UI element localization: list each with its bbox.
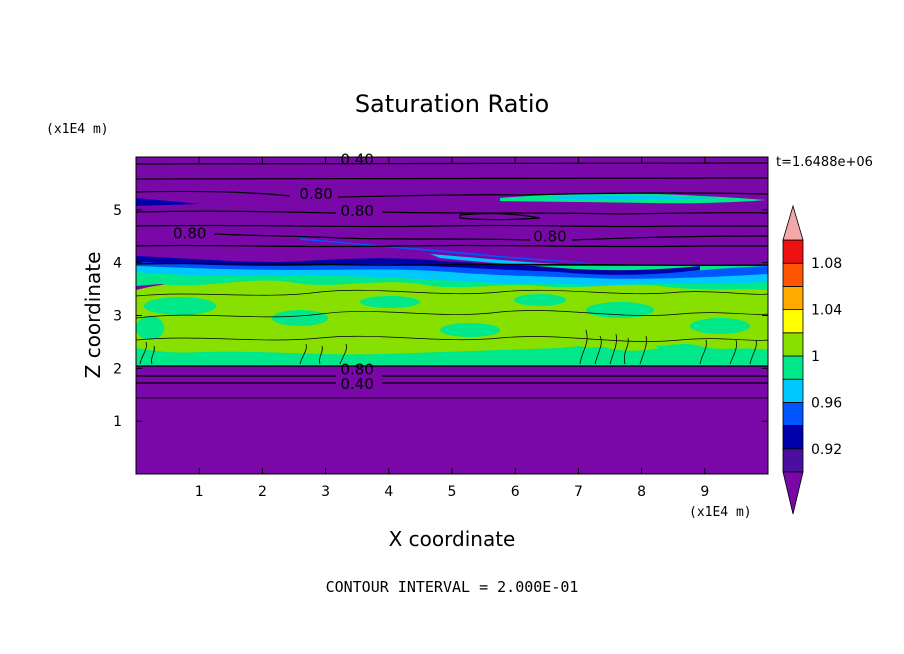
contour-lines bbox=[136, 162, 768, 399]
contour-line bbox=[136, 162, 768, 165]
contour-label: 0.80 bbox=[299, 185, 332, 203]
y-tick-label: 2 bbox=[113, 361, 122, 377]
x-tick-label: 2 bbox=[258, 484, 267, 500]
colorbar-under-arrow bbox=[782, 471, 804, 515]
colorbar-swatch bbox=[782, 355, 804, 380]
x-tick-label: 6 bbox=[511, 484, 520, 500]
contour-interval-label: CONTOUR INTERVAL = 2.000E-01 bbox=[326, 578, 579, 596]
contour-line bbox=[459, 212, 541, 221]
x-tick-label: 4 bbox=[384, 484, 393, 500]
contour-label: 0.80 bbox=[173, 225, 206, 243]
teal-patch bbox=[440, 323, 500, 337]
colorbar-swatch bbox=[782, 448, 804, 473]
colorbar-swatch bbox=[782, 378, 804, 403]
colorbar-swatch bbox=[782, 425, 804, 450]
navy-streak bbox=[136, 198, 200, 206]
band-layer-navy-top bbox=[136, 256, 700, 275]
colorbar-over-arrow bbox=[782, 204, 804, 241]
colorbar-swatch bbox=[782, 332, 804, 357]
contour-label: 0.80 bbox=[340, 202, 373, 220]
contour-line bbox=[136, 190, 768, 198]
colorbar-swatch bbox=[782, 309, 804, 334]
contour-line bbox=[136, 210, 768, 215]
time-label: t=1.6488e+06 bbox=[776, 155, 873, 170]
x-tick-label: 5 bbox=[448, 484, 457, 500]
x-tick-label: 1 bbox=[195, 484, 204, 500]
contour-label: 0.80 bbox=[340, 360, 373, 378]
x-axis-label: X coordinate bbox=[389, 527, 516, 551]
contour-line bbox=[213, 233, 768, 241]
contour-line bbox=[136, 177, 768, 180]
x-unit-label: (x1E4 m) bbox=[689, 505, 752, 520]
cyan-streak bbox=[540, 195, 720, 200]
contour-line bbox=[136, 310, 768, 319]
teal-patch bbox=[360, 296, 420, 308]
colorbar-label: 1 bbox=[811, 349, 820, 365]
y-tick-label: 1 bbox=[113, 414, 122, 430]
contour-label: 0.40 bbox=[340, 375, 373, 393]
moist-layer bbox=[136, 256, 768, 366]
turbulent-wisps bbox=[139, 329, 757, 365]
colorbar-swatch bbox=[782, 401, 804, 426]
y-tick-label: 4 bbox=[113, 256, 122, 272]
x-tick-label: 8 bbox=[637, 484, 646, 500]
contour-line bbox=[136, 224, 768, 228]
contour-label: 0.80 bbox=[533, 227, 566, 245]
y-axis-label: Z coordinate bbox=[81, 252, 105, 379]
x-tick-label: 3 bbox=[321, 484, 330, 500]
contour-labels: 0.400.800.800.80 0.800.800.40 bbox=[173, 151, 567, 394]
colorbar-label: 1.08 bbox=[811, 256, 842, 272]
chart-title: Saturation Ratio bbox=[355, 90, 549, 118]
y-axis: 1 2 3 4 5 bbox=[113, 203, 768, 430]
colorbar-swatch bbox=[782, 285, 804, 310]
colorbar-label: 0.96 bbox=[811, 395, 842, 411]
wisp bbox=[139, 341, 347, 365]
x-axis: 1 2 3 4 5 6 7 8 9 bbox=[195, 157, 709, 500]
contour-line bbox=[136, 262, 768, 266]
teal-patch bbox=[690, 318, 750, 334]
contour-line bbox=[136, 244, 768, 248]
x-tick-label: 9 bbox=[700, 484, 709, 500]
saturation-field bbox=[136, 157, 768, 474]
contour-label: 0.40 bbox=[340, 151, 373, 169]
y-tick-label: 5 bbox=[113, 203, 122, 219]
blue-streak bbox=[300, 238, 600, 264]
wisp bbox=[579, 329, 757, 365]
contour-line bbox=[136, 289, 768, 297]
y-tick-label: 3 bbox=[113, 309, 122, 325]
cyan-streak bbox=[430, 254, 560, 265]
teal-patch bbox=[272, 310, 328, 326]
y-unit-label: (x1E4 m) bbox=[46, 122, 109, 137]
colorbar-swatch bbox=[782, 239, 804, 264]
colorbar-swatch bbox=[782, 262, 804, 287]
colorbar-label: 1.04 bbox=[811, 303, 842, 319]
contour-line bbox=[136, 335, 768, 342]
x-tick-label: 7 bbox=[574, 484, 583, 500]
colorbar: 0.92 0.96 1 1.04 1.08 bbox=[782, 204, 842, 515]
colorbar-label: 0.92 bbox=[811, 442, 842, 458]
teal-patch bbox=[514, 294, 566, 306]
teal-patch bbox=[144, 297, 216, 315]
teal-patch bbox=[136, 316, 164, 340]
upper-streaks bbox=[136, 193, 766, 265]
